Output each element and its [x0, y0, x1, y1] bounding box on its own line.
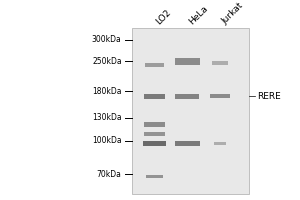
- Bar: [144, 132, 165, 136]
- Bar: [143, 141, 166, 146]
- Text: 300kDa: 300kDa: [92, 35, 122, 44]
- Bar: [132, 28, 248, 194]
- Bar: [176, 94, 199, 99]
- Text: 250kDa: 250kDa: [92, 57, 122, 66]
- Bar: [214, 142, 226, 145]
- Bar: [145, 63, 164, 67]
- Text: HeLa: HeLa: [187, 4, 210, 26]
- Text: LO2: LO2: [154, 8, 173, 26]
- Text: RERE: RERE: [257, 92, 281, 101]
- Text: 180kDa: 180kDa: [92, 87, 122, 96]
- Bar: [144, 94, 165, 99]
- Text: Jurkat: Jurkat: [220, 1, 245, 26]
- Text: 70kDa: 70kDa: [97, 170, 122, 179]
- Bar: [212, 61, 228, 65]
- Bar: [175, 58, 200, 65]
- Bar: [146, 175, 163, 178]
- Bar: [211, 94, 230, 98]
- Bar: [175, 141, 200, 146]
- Text: 100kDa: 100kDa: [92, 136, 122, 145]
- Bar: [144, 122, 165, 127]
- Text: 130kDa: 130kDa: [92, 113, 122, 122]
